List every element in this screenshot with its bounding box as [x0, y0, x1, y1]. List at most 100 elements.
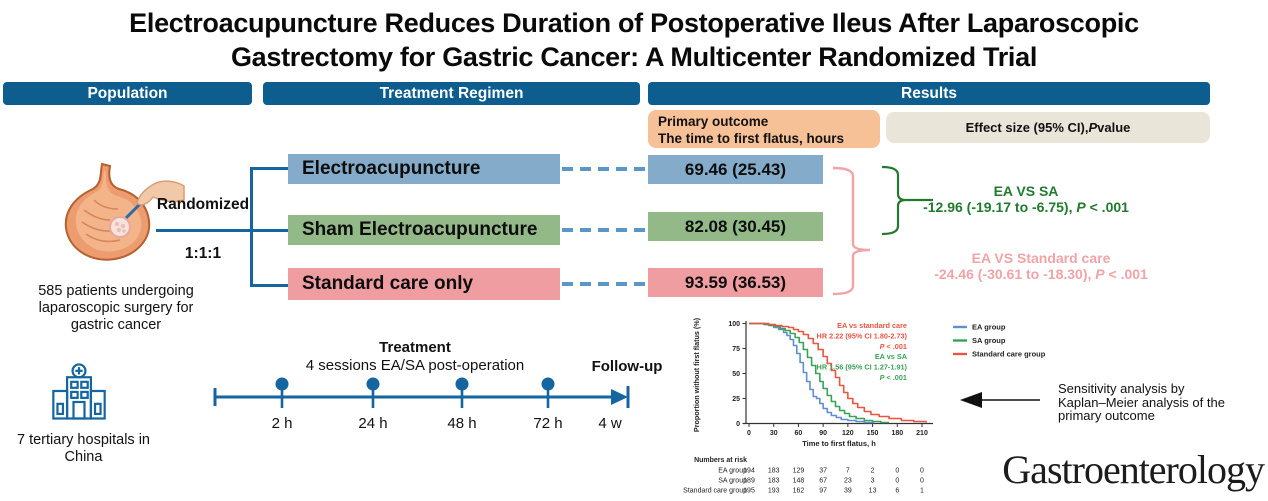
- risk-value: 148: [793, 478, 805, 485]
- svg-text:120: 120: [842, 430, 854, 437]
- svg-text:75: 75: [732, 346, 740, 353]
- tumor: [109, 216, 131, 238]
- effect-size-header-pre: Effect size (95% CI),: [965, 120, 1089, 135]
- branch-line-vertical: [250, 167, 253, 287]
- svg-text:0: 0: [747, 430, 751, 437]
- risk-value: 183: [768, 478, 780, 485]
- branch-line-main: [156, 229, 250, 232]
- column-header-population: Population: [3, 82, 252, 105]
- timeline-end-4w: 4 w: [598, 415, 622, 432]
- risk-row-name: Standard care group: [683, 488, 747, 495]
- risk-value: 0: [895, 468, 899, 475]
- km-annotation: EA vs standard care: [837, 321, 907, 330]
- risk-value: 37: [819, 468, 827, 475]
- timeline-followup-label: Follow-up: [591, 358, 663, 375]
- svg-text:180: 180: [891, 430, 903, 437]
- risk-value: 183: [768, 468, 780, 475]
- km-legend-item: EA group: [972, 323, 1006, 332]
- effect-size-header-p: P: [1088, 120, 1098, 135]
- km-annotation: HR 1.56 (95% CI 1.27-1.91): [817, 363, 908, 372]
- arm-box-ea: Electroacupuncture: [288, 154, 560, 184]
- randomized-label: Randomized: [156, 196, 250, 213]
- risk-value: 0: [895, 478, 899, 485]
- column-header-results: Results: [648, 82, 1210, 105]
- svg-text:100: 100: [728, 321, 740, 328]
- hospitals-caption: 7 tertiary hospitals in China: [17, 432, 150, 465]
- risk-value: 129: [793, 468, 805, 475]
- arm-box-sham: Sham Electroacupuncture: [288, 215, 560, 245]
- dashed-connector-ea: [562, 167, 646, 171]
- value-box-sham: 82.08 (30.45): [648, 212, 823, 241]
- risk-value: 193: [768, 488, 780, 495]
- risk-value: 195: [743, 488, 755, 495]
- timeline-session-pins: [280, 390, 550, 408]
- svg-text:210: 210: [916, 430, 928, 437]
- svg-text:30: 30: [770, 430, 778, 437]
- risk-value: 23: [844, 478, 852, 485]
- risk-value: 67: [819, 478, 827, 485]
- risk-value: 7: [846, 468, 850, 475]
- column-header-treatment: Treatment Regimen: [263, 82, 640, 105]
- risk-value: 0: [920, 478, 924, 485]
- risk-value: 6: [895, 488, 899, 495]
- primary-outcome-box: Primary outcome The time to first flatus…: [648, 110, 880, 148]
- svg-text:60: 60: [795, 430, 803, 437]
- comparison-ea-vs-standard-estimate: -24.46 (-30.61 to -18.30), P < .001: [934, 265, 1148, 282]
- timeline-axis: [213, 377, 630, 408]
- risk-value: 1: [920, 488, 924, 495]
- km-curve-standard-care-group: [749, 322, 927, 423]
- risk-value: 162: [793, 488, 805, 495]
- risk-row-name: EA group: [718, 468, 747, 475]
- stomach-illustration: [64, 162, 185, 261]
- svg-text:0: 0: [736, 421, 740, 428]
- risk-row-name: SA group: [718, 478, 747, 485]
- branch-line-top: [250, 167, 288, 170]
- km-annotation: P < .001: [880, 342, 907, 351]
- hospital-icon: [52, 363, 106, 420]
- patients-caption: 585 patients undergoing laparoscopic sur…: [38, 283, 194, 333]
- svg-text:50: 50: [732, 371, 740, 378]
- km-annotation: P < .001: [880, 373, 907, 382]
- risk-value: 97: [819, 488, 827, 495]
- timeline-tick-48h: 48 h: [447, 415, 477, 432]
- comparison-ea-vs-sa-estimate: -12.96 (-19.17 to -6.75), P < .001: [923, 198, 1129, 215]
- dashed-connector-standard: [562, 282, 646, 286]
- svg-text:150: 150: [867, 430, 879, 437]
- arm-box-standard: Standard care only: [288, 268, 560, 300]
- timeline-tick-72h: 72 h: [533, 415, 563, 432]
- comparison-braces: [832, 165, 933, 296]
- risk-value: 13: [869, 488, 877, 495]
- timeline-tick-2h: 2 h: [271, 415, 293, 432]
- comparison-ea-vs-sa: EA VS SA -12.96 (-19.17 to -6.75), P < .…: [876, 183, 1176, 215]
- primary-outcome-subtitle: The time to first flatus, hours: [658, 131, 845, 146]
- km-curve-sa-group: [749, 322, 890, 424]
- km-annotation: EA vs SA: [875, 352, 908, 361]
- km-legend-item: Standard care group: [972, 350, 1046, 359]
- allocation-ratio-label: 1:1:1: [184, 245, 222, 262]
- risk-value: 194: [743, 468, 755, 475]
- brace-ea-vs-standard: [832, 166, 871, 296]
- risk-value: 3: [871, 478, 875, 485]
- comparison-ea-vs-standard: EA VS Standard care -24.46 (-30.61 to -1…: [886, 250, 1196, 282]
- km-ylabel: Proportion without first flatus (%): [692, 317, 701, 432]
- timeline-tick-24h: 24 h: [358, 415, 388, 432]
- km-curve-ea-group: [749, 322, 875, 424]
- hand: [136, 180, 185, 206]
- numbers-at-risk-label: Numbers at risk: [694, 457, 747, 464]
- risk-value: 39: [844, 488, 852, 495]
- journal-logo: Gastroenterology: [1002, 447, 1265, 492]
- sensitivity-note: Sensitivity analysis by Kaplan–Meier ana…: [1058, 381, 1225, 423]
- figure-title: Electroacupuncture Reduces Duration of P…: [129, 8, 1139, 72]
- risk-value: 2: [871, 468, 875, 475]
- sensitivity-arrow: [960, 392, 1040, 408]
- km-legend-item: SA group: [972, 336, 1006, 345]
- primary-outcome-title: Primary outcome: [658, 114, 769, 129]
- timeline-treatment-subtitle: 4 sessions EA/SA post-operation: [305, 357, 525, 374]
- dashed-connector-sham: [562, 228, 646, 232]
- km-xlabel: Time to first flatus, h: [802, 439, 876, 448]
- risk-value: 189: [743, 478, 755, 485]
- effect-size-header-box: Effect size (95% CI), P value: [886, 112, 1210, 143]
- km-annotation: HR 2.22 (95% CI 1.80-2.73): [817, 332, 908, 341]
